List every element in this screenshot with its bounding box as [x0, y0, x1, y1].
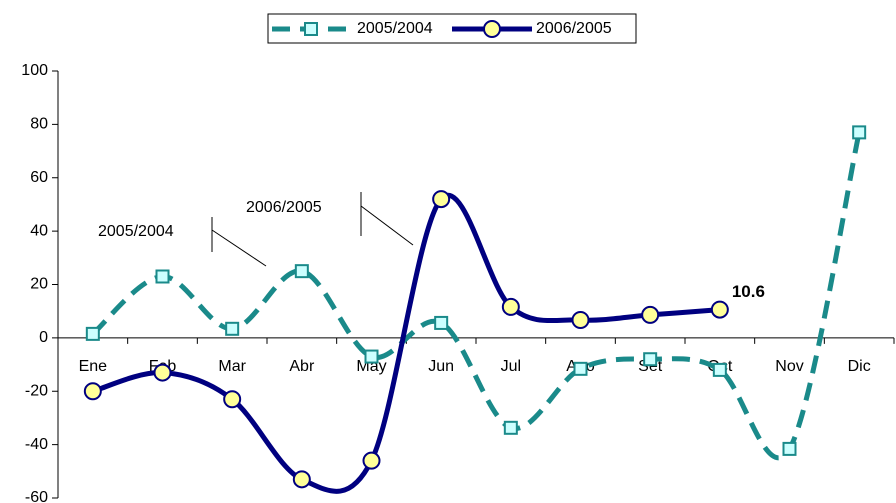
- x-tick-label: Abr: [289, 358, 315, 375]
- marker: [364, 349, 379, 364]
- marker: [712, 362, 727, 377]
- marker: [573, 361, 588, 376]
- marker: [223, 390, 242, 409]
- marker: [304, 22, 318, 36]
- marker: [83, 382, 102, 401]
- x-tick-label: Mar: [218, 358, 246, 375]
- marker: [225, 321, 240, 336]
- marker: [503, 420, 518, 435]
- marker: [710, 300, 729, 319]
- marker: [294, 264, 309, 279]
- x-tick-label: Dic: [848, 358, 871, 375]
- y-tick-label: 80: [30, 116, 48, 133]
- y-tick-label: -40: [25, 436, 48, 453]
- marker: [641, 305, 660, 324]
- y-tick-label: 0: [39, 329, 48, 346]
- x-tick-label: Nov: [775, 358, 803, 375]
- x-tick-label: May: [356, 358, 386, 375]
- y-tick-label: 100: [21, 62, 48, 79]
- marker: [782, 441, 797, 456]
- marker: [852, 125, 867, 140]
- y-tick-label: 20: [30, 276, 48, 293]
- marker: [501, 297, 520, 316]
- marker: [155, 269, 170, 284]
- annotation: 2005/2004: [98, 223, 174, 240]
- y-tick-label: 40: [30, 222, 48, 239]
- marker: [483, 20, 501, 38]
- marker: [292, 470, 311, 489]
- series-line: [92, 193, 721, 494]
- marker: [85, 326, 100, 341]
- marker: [434, 315, 449, 330]
- legend-label: 2005/2004: [357, 20, 433, 37]
- callout: [211, 229, 267, 267]
- legend-label: 2006/2005: [536, 20, 612, 37]
- annotation: 2006/2005: [246, 199, 322, 216]
- marker: [643, 352, 658, 367]
- marker: [432, 190, 451, 209]
- y-tick-label: -60: [25, 489, 48, 503]
- y-tick-label: 60: [30, 169, 48, 186]
- callout: [360, 205, 414, 246]
- x-tick-label: Jun: [428, 358, 454, 375]
- x-tick-label: Jul: [501, 358, 521, 375]
- marker: [571, 310, 590, 329]
- marker: [362, 451, 381, 470]
- y-tick-label: -20: [25, 382, 48, 399]
- data-label: 10.6: [732, 282, 765, 301]
- marker: [153, 363, 172, 382]
- x-tick-label: Ene: [79, 358, 108, 375]
